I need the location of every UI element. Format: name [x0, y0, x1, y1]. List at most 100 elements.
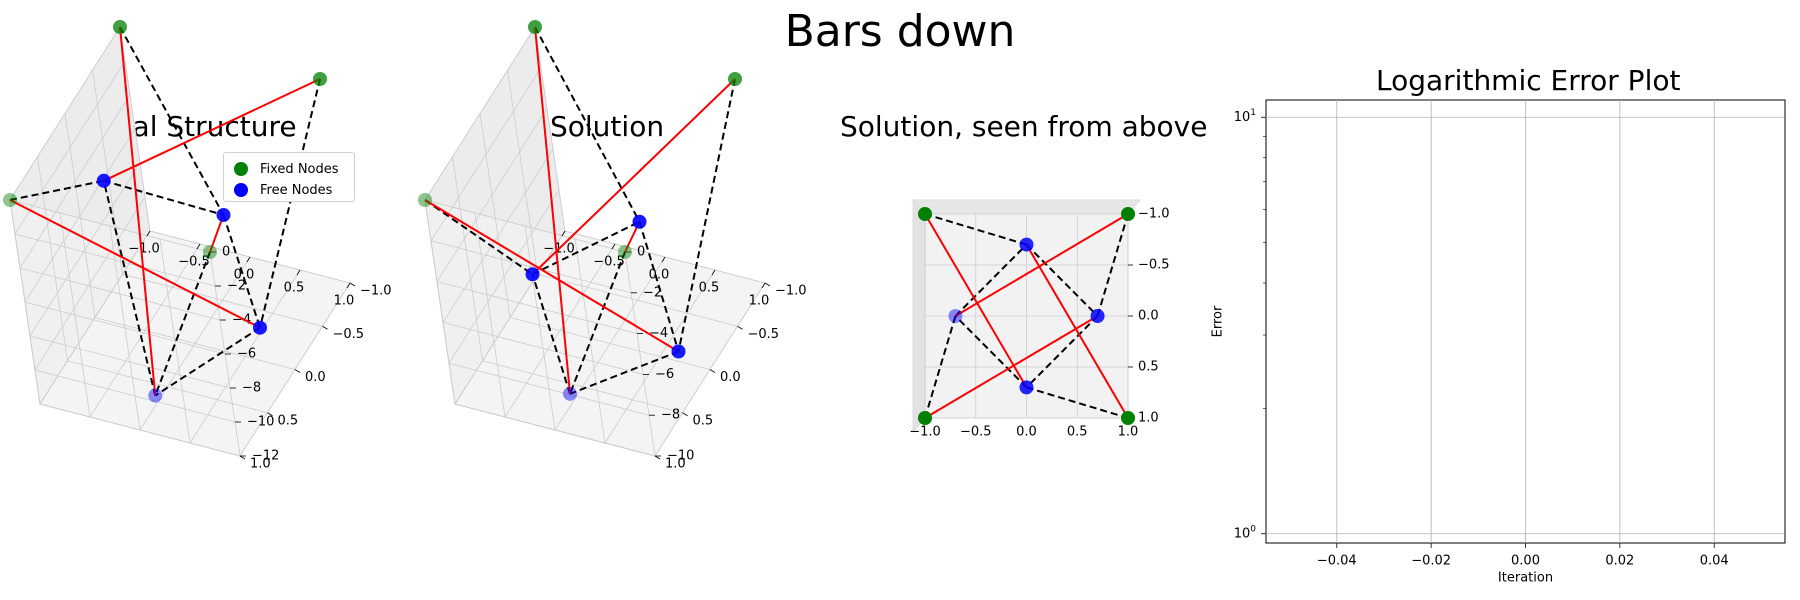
- z-tick-label: −6: [237, 347, 256, 362]
- fixed-node: [313, 72, 327, 86]
- grid-line: [452, 156, 483, 361]
- x-tick-label: −1.0: [909, 425, 941, 440]
- x-tick-label: 0.5: [699, 281, 720, 296]
- cable: [532, 220, 640, 276]
- z-tick-label: −2: [227, 279, 246, 294]
- panel2-axes: −1.0−0.50.00.51.01.00.50.0−0.5−1.00−2−4−…: [418, 20, 807, 472]
- y-tick-exponent: 0: [1250, 525, 1256, 535]
- y-tick-label: 0.0: [1138, 309, 1159, 324]
- z-tick-label: 0: [637, 245, 645, 260]
- cable: [259, 78, 321, 328]
- panel4-title: Logarithmic Error Plot: [1376, 64, 1681, 97]
- grid-line: [24, 128, 136, 303]
- y-tick: [764, 282, 771, 287]
- legend-fixed-label: Fixed Nodes: [260, 161, 339, 177]
- cable: [569, 350, 679, 395]
- y-tick: [737, 325, 743, 330]
- x-tick-label: 0.04: [1700, 554, 1729, 569]
- x-tick-label: 0.0: [649, 268, 670, 283]
- y-tick: [294, 369, 301, 373]
- free-node: [563, 386, 577, 401]
- figure-title: Bars down: [784, 6, 1016, 57]
- cable: [954, 315, 1028, 389]
- y-tick-label: 0.0: [720, 370, 741, 385]
- cable: [103, 179, 224, 216]
- cable: [102, 180, 157, 396]
- y-tick-label: −1.0: [1138, 207, 1170, 222]
- panel3-pane-top-edge: [911, 199, 1142, 215]
- grid-line: [29, 335, 231, 389]
- z-tick-label: −10: [667, 449, 694, 464]
- fixed-node: [3, 193, 17, 207]
- x-tick: [146, 230, 151, 237]
- y-tick-label: 100: [1234, 525, 1257, 542]
- y-tick: [267, 412, 273, 417]
- x-tick: [246, 256, 251, 263]
- grid-line: [507, 70, 538, 275]
- z-tick-label: −8: [661, 408, 680, 423]
- fixed-node: [203, 245, 217, 259]
- z-tick-label: −2: [643, 285, 662, 300]
- grid-line: [574, 238, 606, 444]
- y-tick: [654, 455, 661, 460]
- bar: [954, 213, 1129, 317]
- x-tick: [711, 269, 716, 276]
- legend-free-marker: [234, 183, 248, 197]
- grid-line: [509, 317, 711, 370]
- y-tick-exponent: 1: [1250, 108, 1256, 118]
- grid-line: [430, 67, 542, 242]
- y-tick-label: −0.5: [333, 327, 365, 342]
- x-tick-label: −0.5: [960, 425, 992, 440]
- cable: [154, 251, 211, 396]
- y-tick-label: 0.5: [693, 413, 714, 428]
- cable: [924, 315, 957, 419]
- grid-line: [454, 403, 656, 457]
- x-tick-label: 0.5: [1067, 425, 1088, 440]
- grid-line: [442, 322, 644, 375]
- cable: [119, 26, 225, 216]
- y-tick-label: −0.5: [748, 327, 780, 342]
- bar: [119, 26, 157, 396]
- bar: [9, 199, 261, 329]
- grid-line: [29, 162, 141, 337]
- bar: [924, 315, 1099, 419]
- y-tick-label: 0.5: [1138, 360, 1159, 375]
- bar: [924, 213, 1028, 388]
- grid-line: [442, 149, 554, 323]
- x-tick: [611, 243, 616, 250]
- grid-line: [34, 196, 146, 371]
- grid-line: [189, 269, 301, 444]
- grid-line: [94, 317, 296, 370]
- panel1-axes: −1.0−0.50.00.51.01.00.50.0−0.5−1.00−2−4−…: [3, 20, 392, 472]
- y-tick-label: 0.0: [305, 370, 326, 385]
- z-tick-label: −10: [247, 415, 274, 430]
- legend-entry-free: Free Nodes: [234, 180, 332, 200]
- x-tick-label: 0.00: [1511, 554, 1540, 569]
- free-node: [1019, 380, 1034, 395]
- cable: [924, 213, 1027, 246]
- y-tick-label: −0.5: [1138, 258, 1170, 273]
- x-tick: [761, 282, 766, 289]
- bar: [424, 199, 680, 353]
- z-tick-label: −6: [655, 367, 674, 382]
- grid-line: [448, 189, 560, 364]
- panel3-pane-left-edge: [912, 198, 926, 434]
- cable: [531, 274, 571, 395]
- x-tick-label: 0.0: [1016, 425, 1037, 440]
- grid-line: [14, 60, 126, 235]
- grid-line: [24, 301, 226, 355]
- grid-line: [534, 26, 566, 232]
- y-tick-label: 0.5: [278, 413, 299, 428]
- grid-line: [9, 199, 211, 253]
- grid-line: [436, 108, 548, 282]
- free-node: [948, 309, 963, 323]
- free-node: [1090, 309, 1105, 323]
- cable: [534, 26, 641, 223]
- cable: [9, 179, 104, 201]
- y-axis-label: Error: [1211, 305, 1226, 337]
- cable: [677, 78, 736, 352]
- panel3-axes: −1.0 −0.5 0.0 0.5 1.0 −1.0 −0.5 0.0 0.5 1.0: [909, 198, 1170, 440]
- bar: [531, 78, 736, 276]
- bar: [1025, 244, 1129, 419]
- grid-line: [19, 94, 131, 269]
